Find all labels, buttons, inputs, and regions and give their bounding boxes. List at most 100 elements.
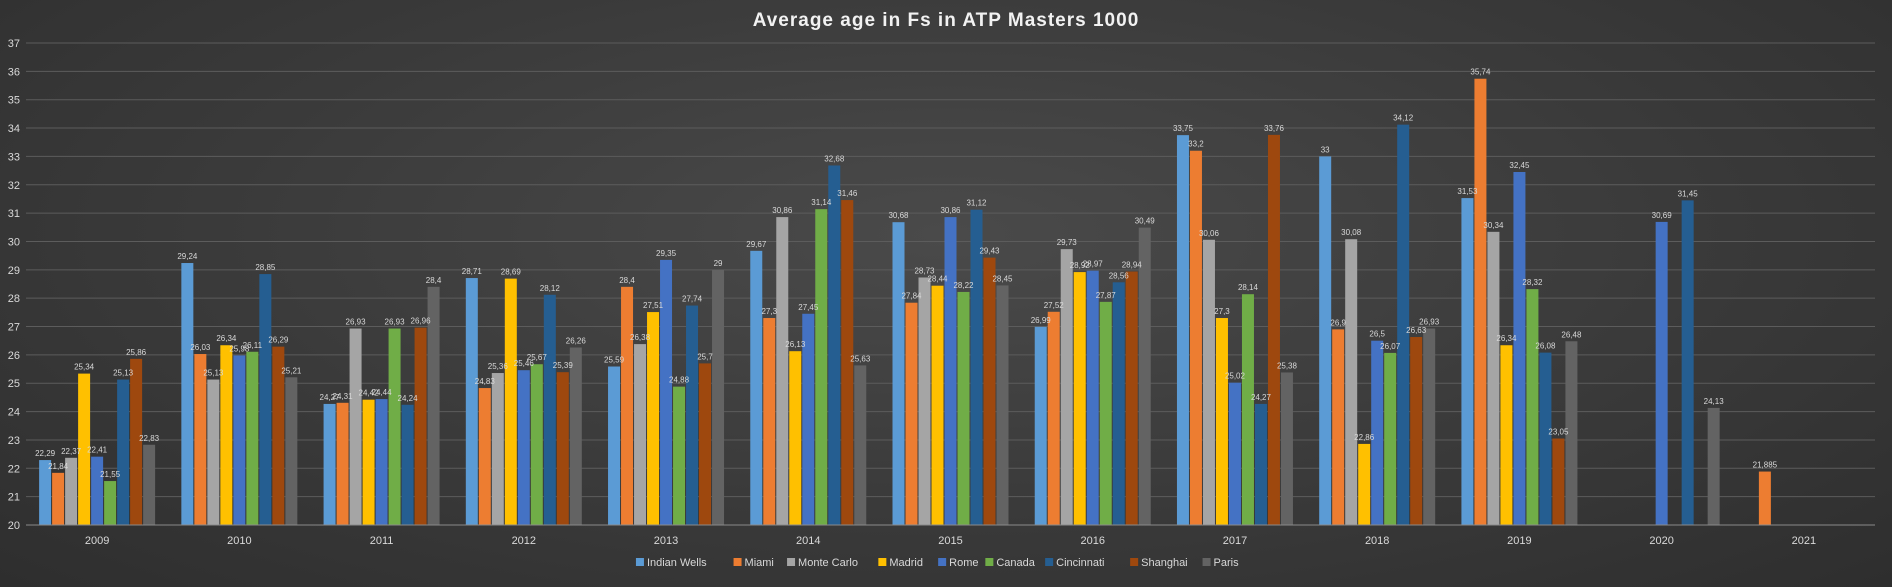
data-label: 22,41 <box>87 446 108 455</box>
data-label: 30,68 <box>888 211 909 220</box>
bar-miami <box>336 402 349 525</box>
data-label: 31,45 <box>1678 189 1699 198</box>
bar-canada <box>815 209 828 525</box>
y-tick-label: 28 <box>8 293 20 305</box>
bar-indian-wells <box>1319 156 1332 526</box>
data-label: 26,29 <box>268 336 289 345</box>
bar-canada <box>1241 294 1254 525</box>
x-tick-label: 2012 <box>512 535 536 547</box>
x-tick-label: 2013 <box>654 535 678 547</box>
bar-cincinnati <box>543 294 556 525</box>
data-label: 28,14 <box>1238 283 1259 292</box>
data-label: 30,06 <box>1199 229 1220 238</box>
bar-miami <box>763 318 776 525</box>
bar-rome <box>944 217 957 526</box>
data-label: 33,75 <box>1173 124 1194 133</box>
legend-entry: Rome <box>949 557 978 569</box>
data-label: 21,885 <box>1753 461 1778 470</box>
bar-shanghai <box>983 257 996 525</box>
bar-canada <box>1526 289 1539 525</box>
bar-indian-wells <box>39 460 52 525</box>
data-label: 25,13 <box>203 369 224 378</box>
data-label: 24,31 <box>333 392 354 401</box>
bar-indian-wells <box>608 366 621 525</box>
data-label: 31,12 <box>966 199 987 208</box>
legend-swatch <box>1202 558 1211 566</box>
legend-entry: Monte Carlo <box>798 557 858 569</box>
data-label: 26,93 <box>346 318 367 327</box>
data-label: 28,44 <box>927 275 948 284</box>
data-label: 27,87 <box>1096 291 1117 300</box>
bar-indian-wells <box>1034 326 1047 525</box>
bar-miami <box>52 472 65 525</box>
bar-canada <box>957 291 970 525</box>
chart-title: Average age in Fs in ATP Masters 1000 <box>752 10 1140 31</box>
y-tick-label: 37 <box>8 38 20 50</box>
data-label: 30,86 <box>772 206 793 215</box>
bar-shanghai <box>841 200 854 525</box>
legend-entry: Cincinnati <box>1056 557 1104 569</box>
y-tick-label: 29 <box>8 265 20 277</box>
bar-madrid <box>647 312 660 525</box>
y-tick-label: 33 <box>8 151 20 163</box>
data-label: 26,26 <box>566 337 587 346</box>
bar-monte-carlo <box>349 328 362 525</box>
y-tick-label: 27 <box>8 322 20 334</box>
legend-swatch <box>787 558 796 566</box>
data-label: 25,86 <box>126 348 147 357</box>
data-label: 31,53 <box>1457 187 1478 196</box>
data-label: 28,85 <box>255 263 276 272</box>
data-label: 26,03 <box>190 343 211 352</box>
data-label: 30,34 <box>1483 221 1504 230</box>
bar-miami <box>1189 150 1202 525</box>
data-label: 28,45 <box>992 274 1013 283</box>
legend-swatch <box>1045 558 1054 566</box>
bar-rome <box>660 259 673 525</box>
data-label: 26,5 <box>1369 330 1385 339</box>
data-label: 26,08 <box>1535 342 1556 351</box>
bar-paris <box>854 365 867 525</box>
legend-entry: Madrid <box>889 557 923 569</box>
bar-madrid <box>220 345 233 525</box>
data-label: 26,13 <box>785 340 806 349</box>
data-label: 29,73 <box>1057 238 1078 247</box>
data-label: 28,56 <box>1109 271 1130 280</box>
bar-madrid <box>1358 443 1371 525</box>
bar-paris <box>712 269 725 525</box>
axes: 2021222324252627282930313233343536372009… <box>8 38 1875 547</box>
bar-rome <box>1371 340 1384 525</box>
data-label: 26,93 <box>385 318 406 327</box>
data-label: 31,46 <box>837 189 858 198</box>
data-label: 26,34 <box>216 334 237 343</box>
data-label: 27,3 <box>761 307 777 316</box>
legend-swatch <box>878 558 887 566</box>
bar-monte-carlo <box>634 344 647 525</box>
bar-indian-wells <box>465 278 478 525</box>
data-label: 34,12 <box>1393 114 1414 123</box>
bar-canada <box>388 328 401 525</box>
y-tick-label: 23 <box>8 435 20 447</box>
bar-cincinnati <box>401 404 414 525</box>
data-label: 29,35 <box>656 249 677 258</box>
data-label: 28,97 <box>1083 260 1104 269</box>
bar-paris <box>996 285 1009 525</box>
data-label: 30,08 <box>1341 228 1362 237</box>
data-label: 27,74 <box>682 295 703 304</box>
data-label: 25,46 <box>514 359 535 368</box>
bar-paris <box>1138 227 1151 526</box>
bar-cincinnati <box>1112 282 1125 525</box>
bar-rome <box>233 355 246 525</box>
data-label: 28,4 <box>619 276 635 285</box>
bar-cincinnati <box>259 274 272 525</box>
data-label: 26,96 <box>411 317 432 326</box>
legend-entry: Shanghai <box>1141 557 1188 569</box>
data-label: 25,39 <box>553 361 574 370</box>
data-label: 22,29 <box>35 449 56 458</box>
bar-shanghai <box>1267 134 1280 525</box>
bar-shanghai <box>130 358 143 525</box>
data-label: 28,92 <box>1070 261 1091 270</box>
data-label: 29,24 <box>177 252 198 261</box>
data-label: 24,44 <box>372 388 393 397</box>
bar-cincinnati <box>117 379 130 525</box>
y-tick-label: 26 <box>8 350 20 362</box>
